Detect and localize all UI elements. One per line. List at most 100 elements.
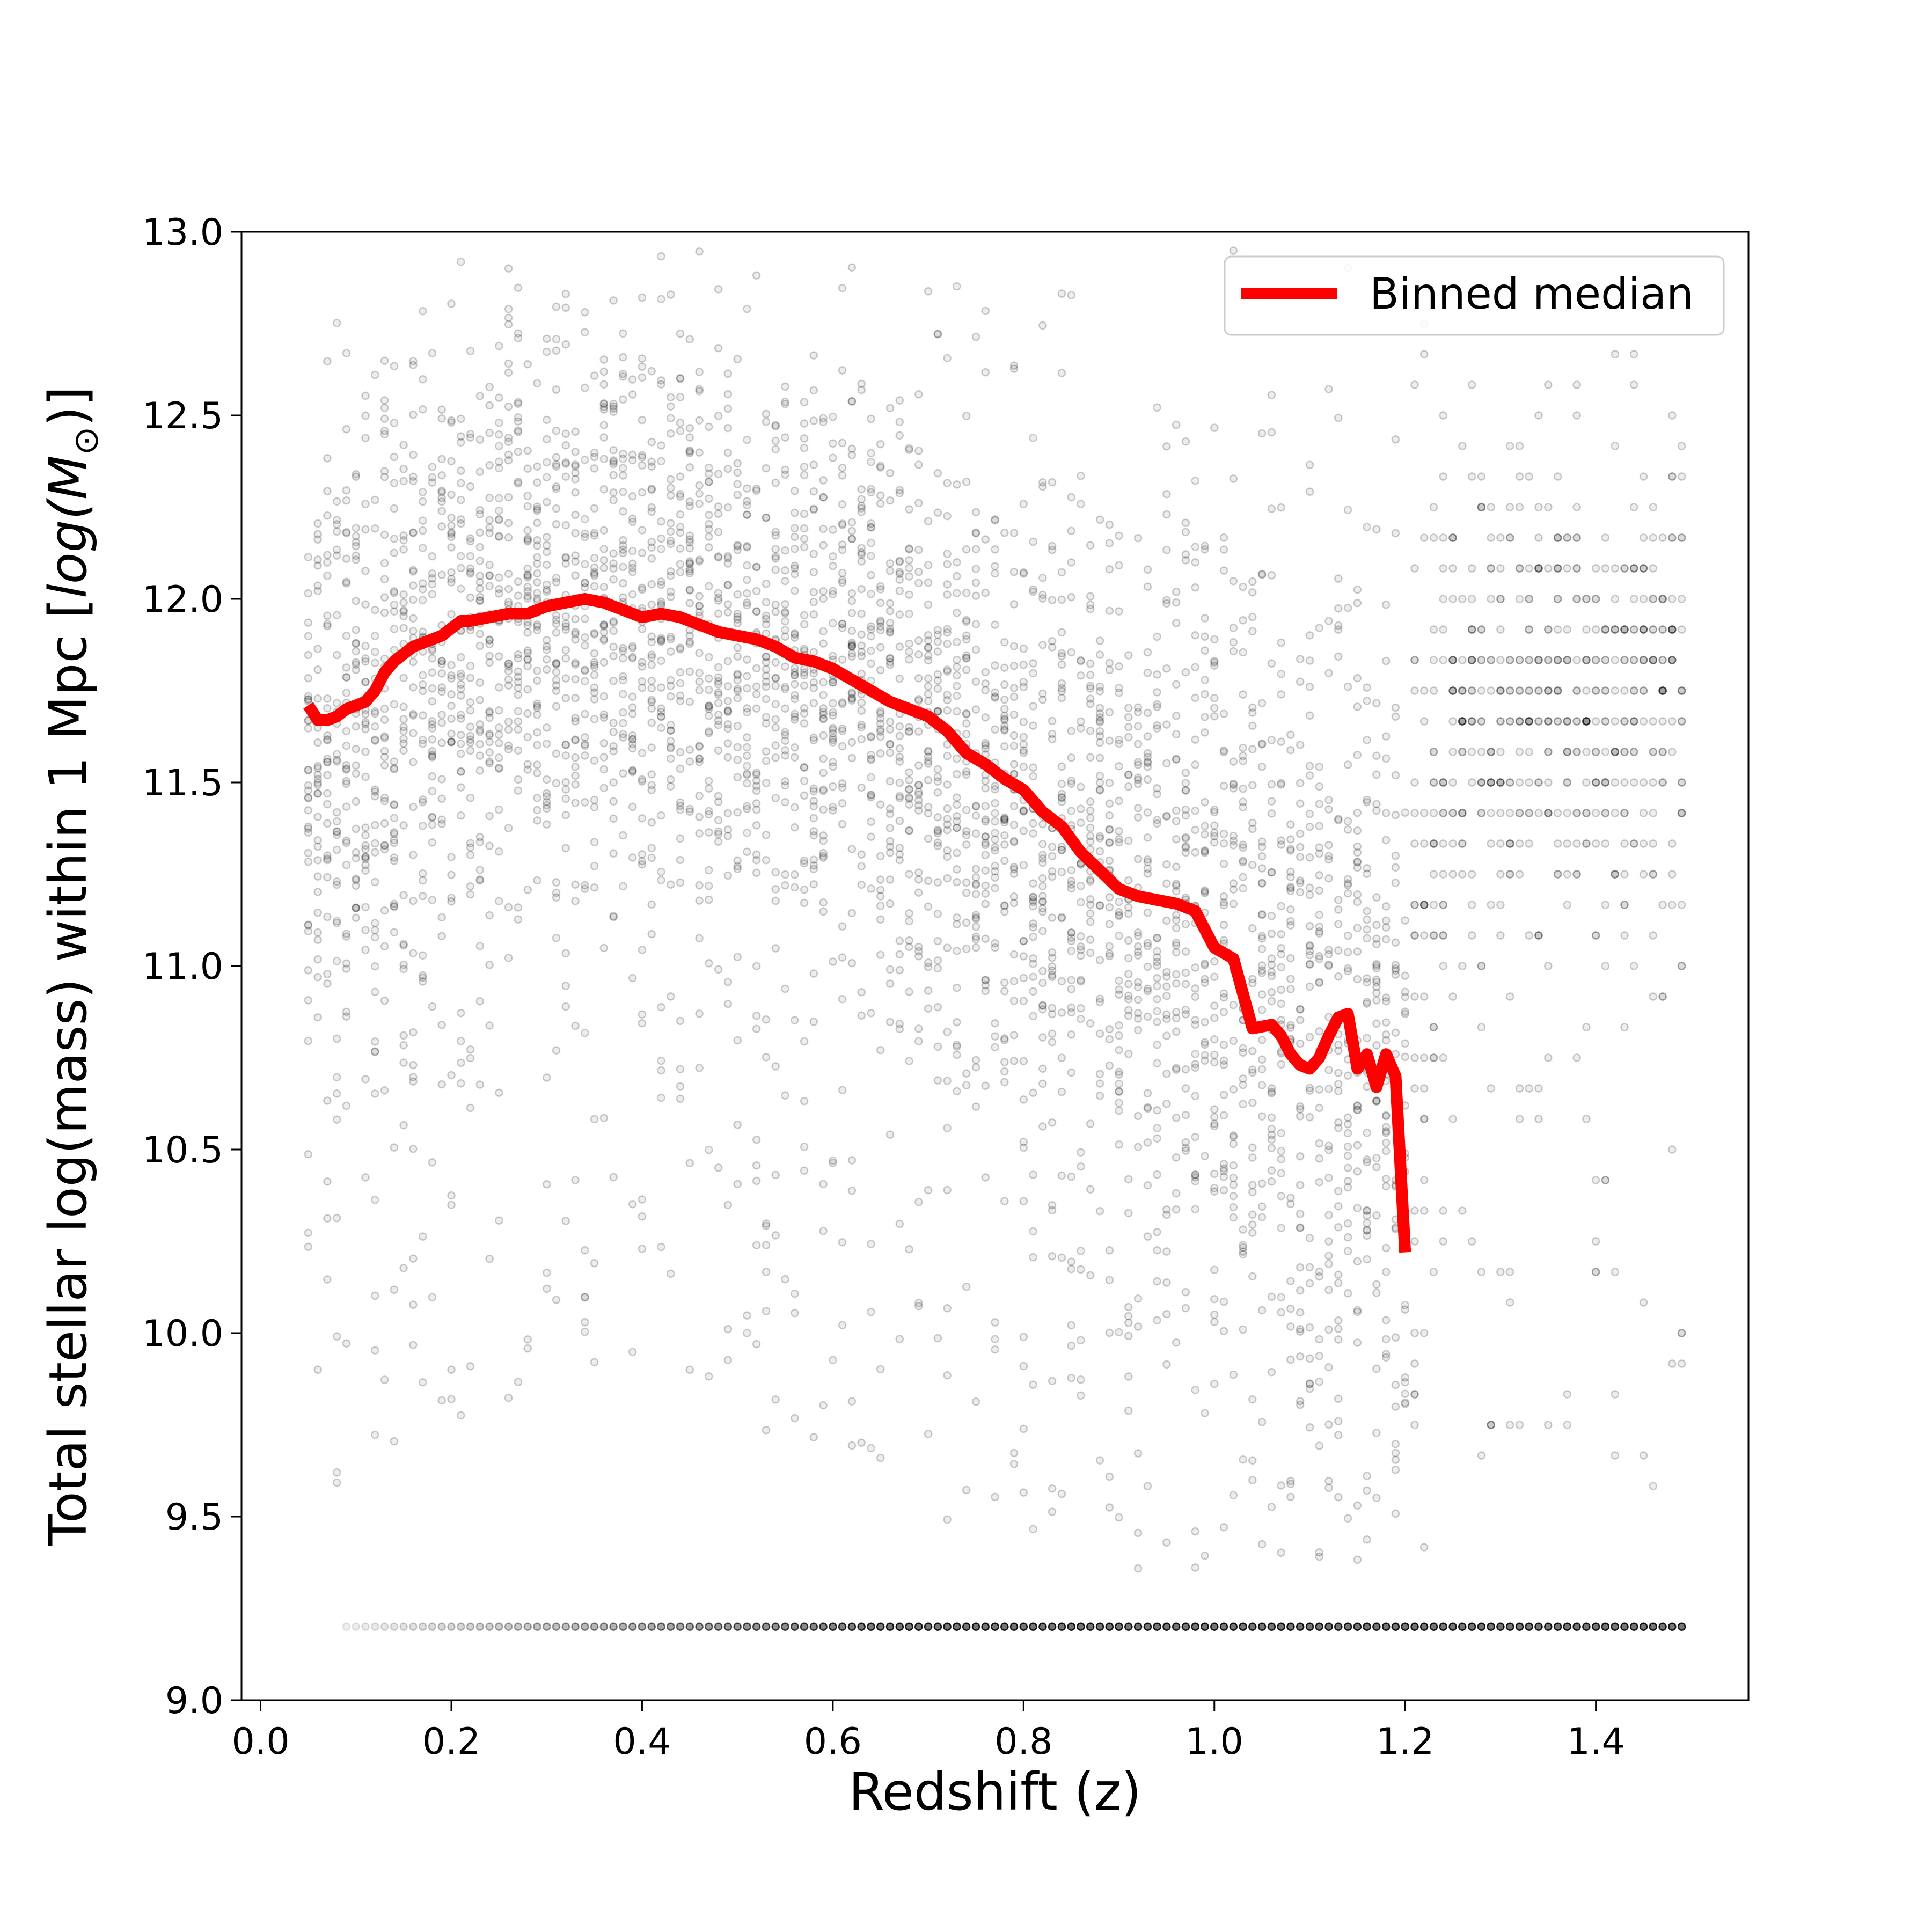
scatter-point bbox=[1296, 655, 1305, 663]
scatter-point bbox=[943, 550, 952, 558]
scatter-point bbox=[1572, 595, 1581, 603]
scatter-point bbox=[1229, 1139, 1238, 1148]
scatter-point bbox=[1229, 246, 1238, 255]
scatter-floor-point bbox=[1315, 1622, 1324, 1631]
scatter-point bbox=[1257, 1540, 1267, 1549]
scatter-point bbox=[752, 769, 761, 777]
scatter-point bbox=[666, 782, 675, 791]
scatter-point bbox=[1591, 656, 1600, 664]
scatter-point bbox=[1219, 920, 1228, 930]
scatter-point bbox=[1286, 846, 1295, 855]
scatter-point bbox=[685, 557, 694, 566]
scatter-point bbox=[313, 555, 322, 564]
scatter-point bbox=[895, 1335, 904, 1343]
scatter-point bbox=[953, 920, 961, 928]
scatter-point bbox=[943, 1077, 952, 1085]
scatter-point bbox=[1534, 564, 1543, 573]
scatter-point bbox=[628, 456, 637, 465]
scatter-point bbox=[666, 754, 675, 763]
scatter-point bbox=[638, 625, 647, 633]
scatter-point bbox=[1229, 647, 1238, 656]
scatter-point bbox=[332, 877, 341, 886]
scatter-point bbox=[971, 873, 980, 882]
scatter-point bbox=[657, 295, 665, 303]
scatter-point bbox=[523, 360, 532, 369]
scatter-point bbox=[1115, 1079, 1123, 1088]
scatter-point bbox=[514, 654, 523, 663]
scatter-point bbox=[1505, 656, 1514, 664]
scatter-point bbox=[943, 820, 952, 829]
scatter-point bbox=[352, 538, 361, 547]
scatter-point bbox=[1248, 1181, 1257, 1190]
y-tick-label: 11.0 bbox=[142, 946, 223, 988]
scatter-point bbox=[495, 442, 503, 450]
scatter-point bbox=[1343, 1151, 1352, 1160]
scatter-point bbox=[695, 896, 704, 905]
scatter-point bbox=[1038, 482, 1047, 491]
scatter-point bbox=[581, 533, 589, 541]
scatter-point bbox=[352, 881, 361, 890]
scatter-point bbox=[1372, 751, 1381, 760]
scatter-point bbox=[838, 576, 847, 585]
scatter-point bbox=[1553, 686, 1562, 695]
scatter-point bbox=[1248, 975, 1257, 984]
scatter-point bbox=[609, 559, 618, 568]
scatter-floor-point bbox=[1143, 1622, 1152, 1631]
scatter-floor-point bbox=[1458, 1622, 1467, 1631]
scatter-point bbox=[304, 920, 313, 929]
scatter-point bbox=[1429, 533, 1438, 542]
scatter-point bbox=[552, 878, 561, 887]
scatter-point bbox=[1009, 770, 1019, 778]
scatter-point bbox=[1124, 713, 1133, 722]
scatter-point bbox=[705, 895, 713, 904]
scatter-point bbox=[1191, 663, 1199, 671]
scatter-point bbox=[743, 1311, 751, 1320]
scatter-point bbox=[1410, 686, 1419, 695]
scatter-point bbox=[342, 838, 351, 847]
scatter-point bbox=[1372, 978, 1381, 986]
scatter-point bbox=[628, 643, 637, 653]
scatter-point bbox=[752, 868, 761, 877]
scatter-point bbox=[581, 741, 589, 750]
scatter-point bbox=[771, 436, 780, 445]
scatter-point bbox=[781, 728, 789, 737]
scatter-point bbox=[1257, 910, 1267, 919]
scatter-point bbox=[762, 747, 771, 756]
scatter-point bbox=[953, 671, 961, 680]
scatter-point bbox=[1067, 1321, 1075, 1330]
scatter-point bbox=[552, 611, 561, 620]
scatter-point bbox=[943, 590, 952, 599]
scatter-point bbox=[447, 416, 456, 425]
scatter-point bbox=[1439, 595, 1448, 603]
scatter-point bbox=[1419, 1053, 1429, 1062]
scatter-point bbox=[495, 763, 503, 772]
scatter-point bbox=[1248, 1476, 1257, 1484]
scatter-point bbox=[981, 838, 990, 847]
scatter-point bbox=[1257, 910, 1267, 919]
scatter-point bbox=[695, 448, 704, 457]
scatter-point bbox=[590, 658, 599, 667]
scatter-point bbox=[743, 708, 751, 716]
scatter-point bbox=[495, 532, 503, 541]
scatter-point bbox=[1458, 1206, 1467, 1215]
scatter-point bbox=[905, 727, 913, 736]
scatter-point bbox=[409, 595, 418, 604]
scatter-point bbox=[342, 764, 351, 773]
scatter-point bbox=[666, 429, 675, 438]
scatter-point bbox=[561, 785, 570, 794]
scatter-point bbox=[1601, 778, 1610, 787]
scatter-point bbox=[752, 690, 761, 699]
scatter-point bbox=[380, 1086, 389, 1095]
scatter-point bbox=[1305, 960, 1314, 969]
y-axis-title-math: log(M bbox=[38, 455, 98, 598]
scatter-point bbox=[838, 519, 847, 528]
scatter-point bbox=[1105, 539, 1114, 547]
scatter-point bbox=[447, 574, 456, 583]
scatter-point bbox=[676, 374, 685, 383]
scatter-point bbox=[1267, 912, 1276, 920]
scatter-point bbox=[1286, 884, 1295, 893]
scatter-point bbox=[1038, 1079, 1047, 1088]
scatter-point bbox=[1582, 717, 1591, 726]
scatter-point bbox=[829, 782, 837, 791]
scatter-point bbox=[342, 579, 351, 588]
